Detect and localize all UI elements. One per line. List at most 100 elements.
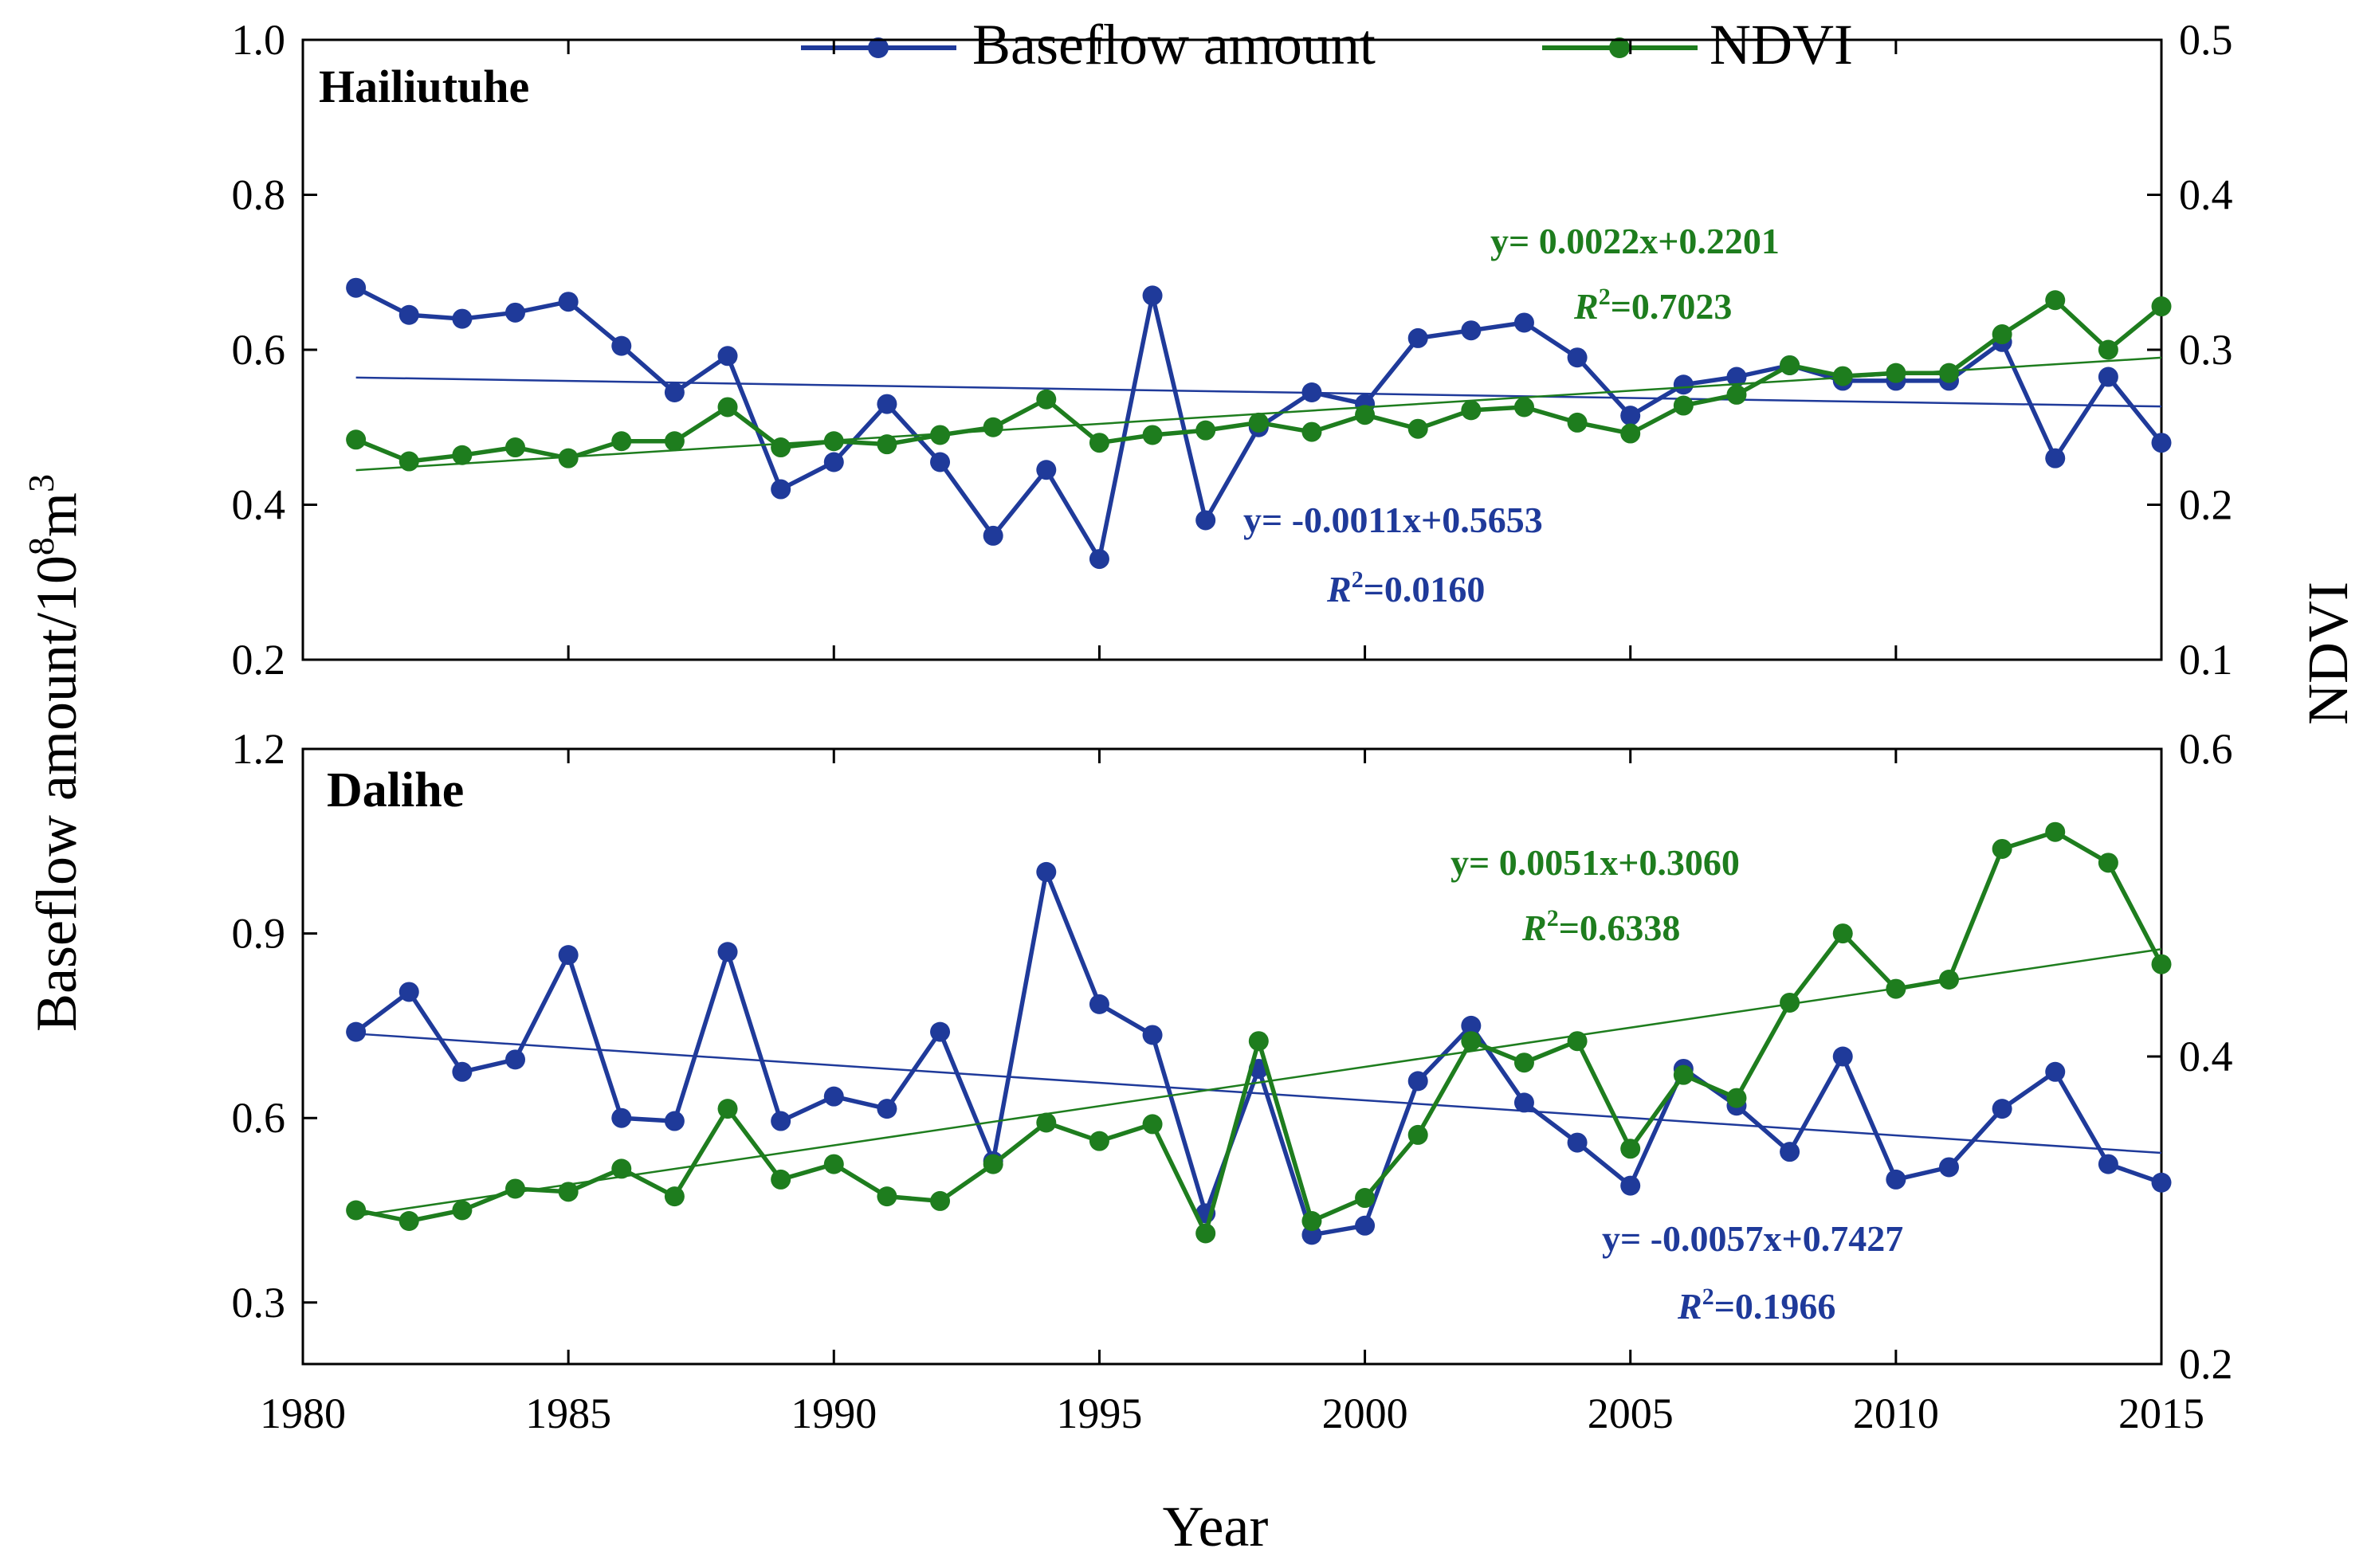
dalihe-ndvi-point-1989 <box>771 1169 791 1190</box>
dalihe-ndvi-point-1982 <box>398 1211 419 1232</box>
y-axis-left-label-exp2: 3 <box>21 474 61 492</box>
dalihe-ndvi-point-2005 <box>1620 1139 1641 1159</box>
legend-marker-ndvi <box>1609 37 1630 58</box>
hailiutuhe-ndvi-r2-value: =0.7023 <box>1611 286 1733 327</box>
dalihe-ndvi-point-2004 <box>1567 1031 1588 1052</box>
hailiutuhe-ndvi-point-2011 <box>1938 363 1959 383</box>
hailiutuhe-baseflow-amount-point-2015 <box>2151 433 2172 453</box>
dalihe-baseflow-amount-point-1984 <box>505 1049 526 1070</box>
dalihe-baseflow-amount-point-1983 <box>452 1061 473 1082</box>
y-axis-left-label-text: Baseflow amount/10 <box>25 555 88 1032</box>
dalihe-ndvi-point-1983 <box>452 1200 473 1221</box>
dalihe-ndvi-r2-value: =0.6338 <box>1559 907 1681 948</box>
hailiutuhe-baseflow-amount-point-2002 <box>1461 320 1482 341</box>
hailiutuhe-ndvi-point-1984 <box>505 437 526 458</box>
dalihe-x-tick-label-2010: 2010 <box>1853 1390 1939 1437</box>
panel-hailiutuhe: 0.2 0.4 0.6 0.8 1.0 0.1 0.2 0.3 0.4 0.5 Hailiutuhe… <box>232 16 2233 684</box>
dalihe-y-right-tick-label-0.6: 0.6 <box>2179 725 2233 773</box>
hailiutuhe-ndvi-point-2006 <box>1673 395 1694 416</box>
hailiutuhe-ndvi-point-2010 <box>1886 363 1906 383</box>
dalihe-ndvi-point-1981 <box>346 1200 367 1221</box>
dalihe-x-tick-label-1985: 1985 <box>525 1390 611 1437</box>
dalihe-ndvi-trend-equation: y= 0.0051x+0.3060 <box>1451 842 1740 883</box>
hailiutuhe-panel-title: Hailiutuhe <box>319 61 529 112</box>
hailiutuhe-ndvi-point-2013 <box>2045 290 2066 311</box>
hailiutuhe-plot-frame <box>301 38 2163 661</box>
dalihe-ndvi-point-2014 <box>2098 853 2118 873</box>
hailiutuhe-ndvi-point-1981 <box>346 429 367 450</box>
dalihe-baseflow-amount-point-2008 <box>1780 1142 1800 1162</box>
hailiutuhe-y-left-tick-label-0.2: 0.2 <box>232 636 286 684</box>
dalihe-baseflow-amount-point-1988 <box>717 942 738 962</box>
hailiutuhe-baseflow-amount-point-1987 <box>664 382 685 402</box>
dalihe-ndvi-point-1987 <box>664 1186 685 1207</box>
dalihe-ndvi-point-1995 <box>1089 1131 1109 1151</box>
hailiutuhe-y-left-tick-label-0.8: 0.8 <box>232 171 286 219</box>
dalihe-baseflow-amount-point-1987 <box>664 1111 685 1131</box>
hailiutuhe-baseflow-amount-point-1989 <box>771 479 791 500</box>
dalihe-baseflow-amount-point-2001 <box>1407 1071 1428 1092</box>
dalihe-baseflow-amount-point-2003 <box>1513 1092 1534 1113</box>
hailiutuhe-ndvi-point-2002 <box>1461 400 1482 421</box>
hailiutuhe-baseflow-amount-trend-equation: y= -0.0011x+0.5653 <box>1243 500 1543 540</box>
y-axis-right-label: NDVI <box>2296 582 2360 725</box>
hailiutuhe-baseflow-amount-point-2014 <box>2098 367 2118 387</box>
hailiutuhe-baseflow-amount-trend-r2: R2=0.0160 <box>1326 566 1485 610</box>
hailiutuhe-y-left-tick-label-0.6: 0.6 <box>232 326 286 374</box>
hailiutuhe-y-right-tick-label-0.5: 0.5 <box>2179 16 2233 64</box>
hailiutuhe-ndvi-point-1997 <box>1195 420 1216 441</box>
hailiutuhe-ndvi-point-1996 <box>1142 425 1163 445</box>
y-axis-left-label: Baseflow amount/108m3 <box>21 474 88 1032</box>
legend-item-baseflow: Baseflow amount <box>801 13 1376 76</box>
hailiutuhe-ndvi-point-2000 <box>1355 405 1376 425</box>
legend: Baseflow amount NDVI <box>801 13 1853 76</box>
y-axis-left-label-exp1: 8 <box>21 537 61 555</box>
dalihe-baseflow-amount-point-2015 <box>2151 1172 2172 1193</box>
hailiutuhe-ndvi-point-2005 <box>1620 423 1641 444</box>
hailiutuhe-baseflow-amount-point-2006 <box>1673 374 1694 395</box>
hailiutuhe-ndvi-point-1985 <box>558 448 579 468</box>
dalihe-ndvi-point-1993 <box>983 1154 1003 1174</box>
hailiutuhe-ndvi-point-1986 <box>611 431 632 452</box>
dalihe-ndvi-point-1998 <box>1248 1031 1269 1052</box>
panel-dalihe: 1980 1985 1990 1995 2000 2005 2010 2015 0.3 0.6 0.… <box>232 725 2233 1437</box>
dalihe-baseflow-amount-point-1992 <box>930 1021 951 1042</box>
hailiutuhe-y-right-tick-label-0.1: 0.1 <box>2179 636 2233 684</box>
dalihe-baseflow-amount-r2-value: =0.1966 <box>1714 1286 1836 1327</box>
hailiutuhe-ndvi-point-2008 <box>1780 355 1800 375</box>
hailiutuhe-ndvi-point-1995 <box>1089 433 1109 453</box>
dalihe-baseflow-amount-point-1985 <box>558 945 579 966</box>
hailiutuhe-baseflow-amount-point-1985 <box>558 292 579 312</box>
dalihe-baseflow-amount-point-1994 <box>1036 861 1057 882</box>
dalihe-x-tick-label-1995: 1995 <box>1056 1390 1142 1437</box>
hailiutuhe-baseflow-amount-point-2004 <box>1567 347 1588 368</box>
hailiutuhe-baseflow-amount-point-1997 <box>1195 510 1216 531</box>
dalihe-ndvi-point-2003 <box>1513 1053 1534 1073</box>
hailiutuhe-ndvi-point-1992 <box>930 425 951 445</box>
dalihe-baseflow-amount-point-2012 <box>1992 1099 2012 1119</box>
hailiutuhe-y-right-tick-label-0.3: 0.3 <box>2179 326 2233 374</box>
dalihe-baseflow-amount-point-2010 <box>1886 1169 1906 1190</box>
dalihe-ndvi-point-1986 <box>611 1158 632 1179</box>
legend-label-baseflow: Baseflow amount <box>972 13 1376 76</box>
dalihe-ndvi-point-2013 <box>2045 821 2066 842</box>
dalihe-baseflow-amount-point-2009 <box>1832 1046 1853 1067</box>
dalihe-ndvi-point-2002 <box>1461 1031 1482 1052</box>
hailiutuhe-baseflow-amount-point-1990 <box>823 452 844 472</box>
hailiutuhe-ndvi-point-1990 <box>823 431 844 452</box>
dalihe-baseflow-amount-point-2005 <box>1620 1175 1641 1196</box>
dalihe-baseflow-amount-point-1986 <box>611 1107 632 1128</box>
dalihe-x-tick-label-2005: 2005 <box>1588 1390 1674 1437</box>
hailiutuhe-ndvi-point-1983 <box>452 445 473 465</box>
hailiutuhe-baseflow-amount-point-1982 <box>398 304 419 325</box>
dalihe-baseflow-amount-point-1990 <box>823 1086 844 1107</box>
dalihe-ndvi-trend-r2: R2=0.6338 <box>1521 905 1680 948</box>
dalihe-baseflow-amount-point-1996 <box>1142 1025 1163 1045</box>
hailiutuhe-y-right-tick-label-0.4: 0.4 <box>2179 171 2233 219</box>
dalihe-ndvi-point-1997 <box>1195 1223 1216 1244</box>
dalihe-ndvi-point-1988 <box>717 1099 738 1119</box>
dalihe-baseflow-amount-r2-symbol: R <box>1677 1286 1702 1327</box>
hailiutuhe-baseflow-amount-trend-line <box>355 376 2162 408</box>
hailiutuhe-y-right-tick-label-0.2: 0.2 <box>2179 481 2233 529</box>
dalihe-baseflow-amount-point-1981 <box>346 1021 367 1042</box>
